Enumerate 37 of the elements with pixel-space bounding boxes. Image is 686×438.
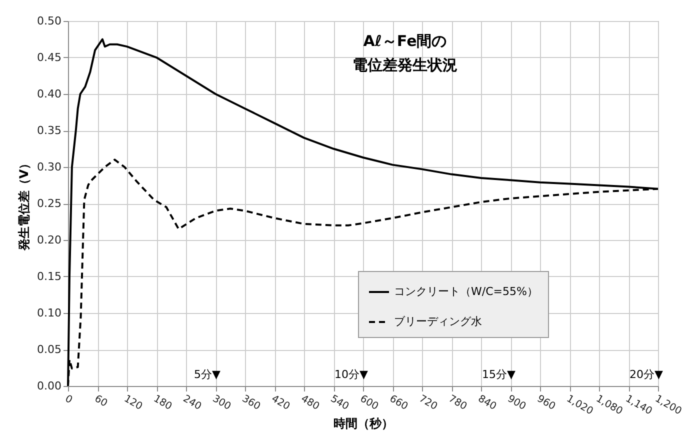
x-tick-label: 960 <box>535 394 558 413</box>
x-tick-label: 480 <box>299 394 322 413</box>
y-tick-label: 0.05 <box>37 343 62 356</box>
x-tick-label: 720 <box>417 394 440 413</box>
x-tick-label: 300 <box>210 394 233 413</box>
y-tick-label: 0.50 <box>37 14 62 28</box>
y-tick-label: 0.15 <box>37 270 62 283</box>
x-tick-label: 60 <box>92 394 110 410</box>
x-tick-label: 840 <box>476 394 498 413</box>
x-tick-label: 780 <box>446 394 469 413</box>
y-tick-label: 0.45 <box>37 51 62 64</box>
y-tick-label: 0.40 <box>37 88 62 100</box>
annotation: 10分▼ <box>334 368 369 381</box>
x-tick-label: 120 <box>122 394 144 413</box>
annotation: 5分▼ <box>194 368 222 381</box>
x-tick-label: 0 <box>63 394 74 406</box>
x-tick-label: 600 <box>358 394 380 413</box>
y-tick-label: 0.30 <box>37 160 62 174</box>
text: Aℓ～Fe間の電位差発生状況 <box>352 32 458 74</box>
x-tick-label: 180 <box>152 394 174 413</box>
annotation: 15分▼ <box>482 368 516 381</box>
y-tick-label: 0.00 <box>37 380 62 392</box>
y-tick-label: 0.35 <box>37 124 62 137</box>
x-axis-title: 時間（秒） <box>334 416 394 430</box>
x-tick-label: 360 <box>240 394 262 413</box>
y-tick-label: 0.20 <box>37 234 62 246</box>
x-tick-label: 420 <box>270 394 292 413</box>
y-tick-label: 0.25 <box>37 197 62 210</box>
annotation: 20分▼ <box>630 368 664 381</box>
legend-label: コンクリート（W/C=55%） <box>394 285 538 298</box>
y-tick-label: 0.10 <box>37 306 62 320</box>
x-tick-label: 240 <box>181 394 204 413</box>
x-tick-label: 900 <box>506 394 528 413</box>
legend-label: ブリーディング水 <box>394 315 482 328</box>
x-tick-label: 660 <box>388 394 410 413</box>
y-axis-title: 発生電位差（V） <box>17 157 32 252</box>
x-tick-label: 540 <box>328 394 351 413</box>
